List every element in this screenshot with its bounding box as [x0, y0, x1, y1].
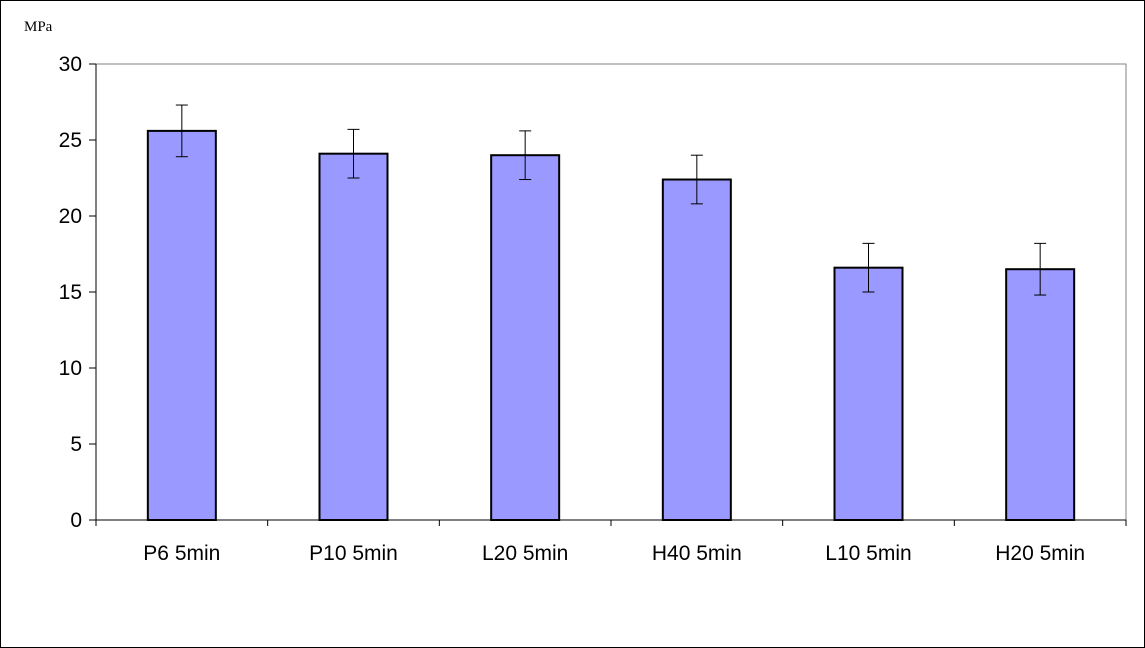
y-tick-label: 10 [59, 357, 82, 380]
y-axis-unit-label: MPa [24, 19, 53, 35]
x-tick-label: P10 5min [309, 542, 398, 565]
y-tick-label: 20 [59, 205, 82, 228]
x-tick-label: H20 5min [995, 542, 1085, 565]
y-tick-label: 25 [59, 129, 82, 152]
y-tick-label: 0 [70, 509, 82, 532]
x-tick-label: P6 5min [143, 542, 220, 565]
x-tick-label: L20 5min [482, 542, 568, 565]
bar [318, 152, 389, 521]
y-axis: 0 5 10 15 20 25 30 [59, 53, 97, 532]
bar [1005, 268, 1076, 522]
x-tick-label: L10 5min [825, 542, 911, 565]
bar [146, 129, 217, 521]
y-tick-label: 5 [70, 433, 82, 456]
bar [833, 266, 904, 521]
x-axis: P6 5min P10 5min L20 5min H40 5min L10 5min H… [95, 519, 1127, 565]
y-tick-label: 15 [59, 281, 82, 304]
plot-area [95, 63, 1127, 521]
bar-series [146, 104, 1076, 522]
bar [661, 178, 732, 522]
y-tick-label: 30 [59, 53, 82, 76]
bar [490, 154, 561, 521]
x-tick-label: H40 5min [652, 542, 742, 565]
